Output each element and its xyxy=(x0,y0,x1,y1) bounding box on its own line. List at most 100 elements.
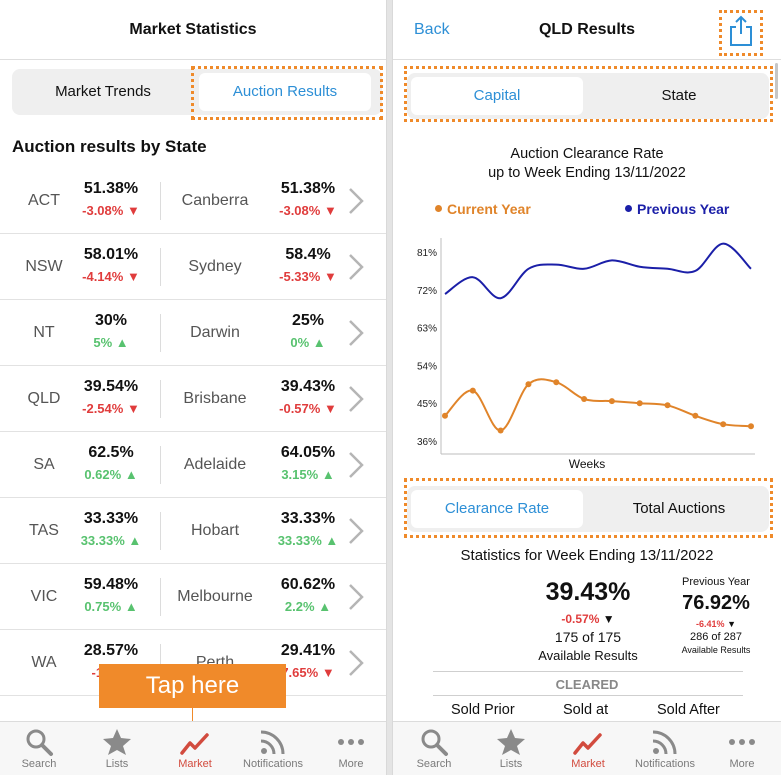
state-change: 5% ▲ xyxy=(74,335,148,350)
change-value: 2.2% xyxy=(284,599,315,614)
tab-more[interactable]: More xyxy=(312,722,386,775)
down-arrow-icon: ▼ xyxy=(126,269,140,284)
up-arrow-icon: ▲ xyxy=(312,335,326,350)
tab-total-auctions[interactable]: Total Auctions xyxy=(632,500,726,517)
change-value: -3.08% xyxy=(82,203,124,218)
state-row[interactable]: SA 62.5% 0.62% ▲ Adelaide 64.05% 3.15% ▲ xyxy=(0,432,386,498)
tab-search[interactable]: Search xyxy=(0,722,78,775)
tab-capital[interactable]: Capital xyxy=(411,77,583,115)
city-change: 2.2% ▲ xyxy=(270,599,346,614)
market-statistics-screen: Market Statistics Market Trends Auction … xyxy=(0,0,387,775)
state-clearance: 58.01% xyxy=(83,246,139,263)
change-value: 0.75% xyxy=(84,599,122,614)
change-value: 7.65% xyxy=(281,665,319,680)
star-icon xyxy=(103,729,131,755)
capital-city: Hobart xyxy=(190,522,240,539)
state-clearance: 33.33% xyxy=(83,510,139,527)
tab-label: More xyxy=(729,758,755,770)
legend-marker xyxy=(625,205,632,212)
trend-line-icon xyxy=(180,733,209,755)
change-value: -2.54% xyxy=(82,401,124,416)
tab-market[interactable]: Market xyxy=(549,722,627,775)
state-change: 33.33% ▲ xyxy=(74,533,148,548)
data-point xyxy=(748,423,754,430)
capital-city: Melbourne xyxy=(177,588,253,605)
star-icon xyxy=(497,729,525,755)
chart-title: Auction Clearance Rate xyxy=(510,146,664,162)
legend-label: Current Year xyxy=(447,201,531,217)
tab-lists[interactable]: Lists xyxy=(78,722,156,775)
state-clearance: 30% xyxy=(94,312,128,329)
series-line-current-year xyxy=(444,378,752,432)
divider xyxy=(433,671,743,672)
tab-market-trends[interactable]: Market Trends xyxy=(55,83,151,100)
state-clearance: 28.57% xyxy=(83,642,139,659)
state-change: -2.54% ▼ xyxy=(74,401,148,416)
state-code: NT xyxy=(33,324,55,341)
up-arrow-icon: ▲ xyxy=(321,467,335,482)
tab-label: More xyxy=(338,758,364,770)
capital-city: Darwin xyxy=(190,324,240,341)
chevron-right-icon xyxy=(349,650,364,676)
legend-previous-year: Previous Year xyxy=(625,201,729,217)
divider xyxy=(160,314,161,352)
rss-icon xyxy=(260,730,285,755)
series-line-previous-year xyxy=(444,242,752,300)
tab-clearance-rate[interactable]: Clearance Rate xyxy=(411,490,583,528)
state-code: QLD xyxy=(27,390,61,407)
clearance-rate-value: 39.43% xyxy=(545,578,631,606)
down-arrow-icon: ▼ xyxy=(323,269,337,284)
tab-notifications[interactable]: Notifications xyxy=(234,722,312,775)
state-row[interactable]: NSW 58.01% -4.14% ▼ Sydney 58.4% -5.33% ▼ xyxy=(0,234,386,300)
tab-market[interactable]: Market xyxy=(156,722,234,775)
divider xyxy=(160,380,161,418)
share-icon[interactable] xyxy=(726,14,756,48)
tab-more[interactable]: More xyxy=(703,722,781,775)
col-sold-prior: Sold Prior xyxy=(451,702,515,718)
tab-state[interactable]: State xyxy=(661,87,697,104)
back-button[interactable]: Back xyxy=(414,21,450,38)
down-arrow-icon: ▼ xyxy=(727,619,736,629)
stats-title: Statistics for Week Ending 13/11/2022 xyxy=(460,547,714,564)
up-arrow-icon: ▲ xyxy=(325,533,339,548)
tab-auction-results[interactable]: Auction Results xyxy=(199,73,371,111)
divider xyxy=(160,446,161,484)
tab-notifications[interactable]: Notifications xyxy=(626,722,704,775)
tab-label: Lists xyxy=(499,758,523,770)
state-row[interactable]: QLD 39.54% -2.54% ▼ Brisbane 39.43% -0.57% ▼ xyxy=(0,366,386,432)
results-count: 175 of 175 xyxy=(554,629,622,645)
clearance-rate-change: -0.57% ▼ xyxy=(543,612,633,626)
previous-year-results-label: Available Results xyxy=(681,645,751,655)
change-value: -0.57% xyxy=(561,612,600,626)
rss-icon xyxy=(652,730,677,755)
legend-current-year: Current Year xyxy=(435,201,531,217)
change-value: -6.41% xyxy=(696,619,725,629)
previous-year-count: 286 of 287 xyxy=(690,631,742,643)
search-icon xyxy=(421,729,448,756)
state-code: VIC xyxy=(30,588,58,605)
change-value: 0.62% xyxy=(84,467,122,482)
tab-lists[interactable]: Lists xyxy=(472,722,550,775)
state-row[interactable]: NT 30% 5% ▲ Darwin 25% 0% ▲ xyxy=(0,300,386,366)
down-arrow-icon: ▼ xyxy=(126,203,140,218)
state-row[interactable]: VIC 59.48% 0.75% ▲ Melbourne 60.62% 2.2% ▲ xyxy=(0,564,386,630)
data-point xyxy=(469,387,476,394)
divider xyxy=(160,578,161,616)
city-change: 3.15% ▲ xyxy=(270,467,346,482)
change-value: -3.08% xyxy=(279,203,321,218)
divider xyxy=(160,248,161,286)
data-point xyxy=(581,396,588,402)
state-row[interactable]: TAS 33.33% 33.33% ▲ Hobart 33.33% 33.33% ▲ xyxy=(0,498,386,564)
tab-search[interactable]: Search xyxy=(395,722,473,775)
header: Back QLD Results xyxy=(393,0,781,60)
clearance-rate-chart: 81% 72% 63% 54% 45% 36% Weeks xyxy=(417,238,755,471)
tab-label: Market xyxy=(571,758,605,770)
scrollbar[interactable] xyxy=(775,63,778,99)
tab-bar: Search Lists Market Notifications More xyxy=(0,721,386,775)
city-clearance: 39.43% xyxy=(280,378,336,395)
change-value: -0.57% xyxy=(279,401,321,416)
state-change: -3.08% ▼ xyxy=(74,203,148,218)
tab-label: Notifications xyxy=(243,758,303,770)
state-row[interactable]: ACT 51.38% -3.08% ▼ Canberra 51.38% -3.08% ▼ xyxy=(0,168,386,234)
capital-city: Adelaide xyxy=(183,456,247,473)
